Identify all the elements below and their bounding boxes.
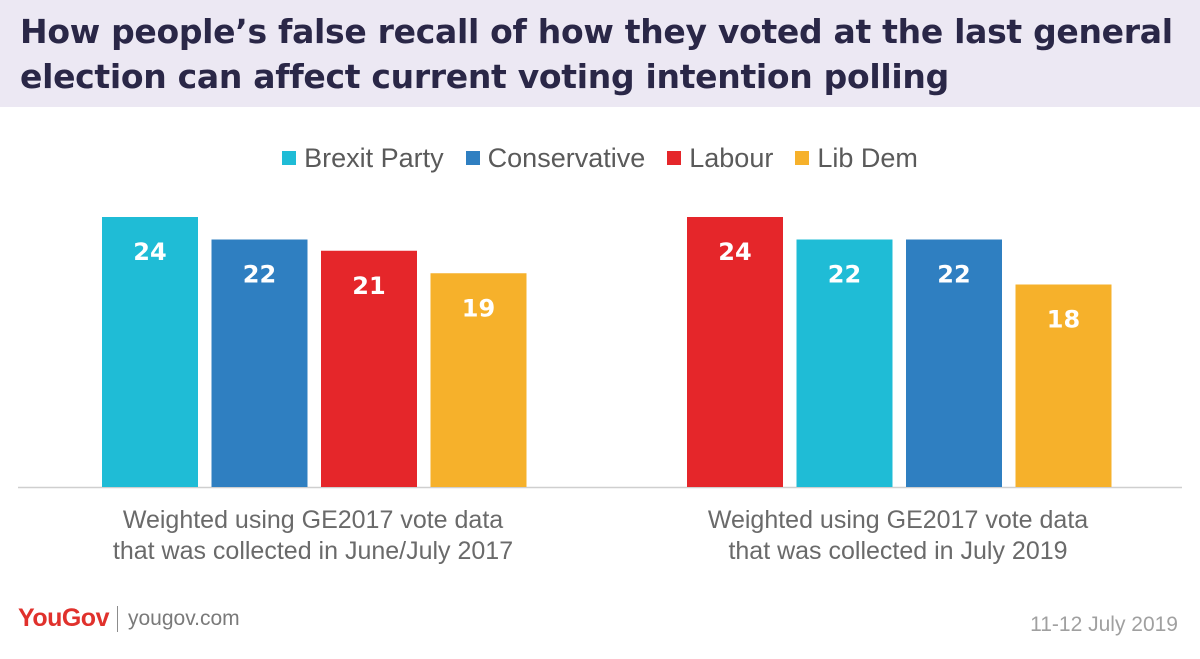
data-label-1-conservative: 22 bbox=[243, 261, 276, 289]
data-label-2-conservative: 22 bbox=[937, 261, 970, 289]
group-label-2017-line-1: Weighted using GE2017 vote data bbox=[122, 506, 504, 534]
legend-label-lib-dem: Lib Dem bbox=[817, 142, 918, 173]
legend-item-labour: Labour bbox=[667, 143, 773, 174]
data-label-2-brexit-party: 22 bbox=[828, 261, 861, 289]
site-url: yougov.com bbox=[127, 606, 240, 630]
legend-swatch-labour bbox=[667, 151, 682, 165]
bar-2-lib-dem bbox=[1015, 284, 1112, 487]
fieldwork-date: 11-12 July 2019 bbox=[1030, 613, 1178, 636]
title-band bbox=[0, 0, 1200, 107]
data-label-2-lib-dem: 18 bbox=[1047, 306, 1080, 334]
legend-label-conservative: Conservative bbox=[487, 142, 646, 173]
legend-swatch-conservative bbox=[465, 151, 480, 165]
group-label-2019-line-2: that was collected in July 2019 bbox=[728, 537, 1068, 565]
group-label-2017-line-2: that was collected in June/July 2017 bbox=[112, 537, 514, 565]
group-label-2019: Weighted using GE2017 vote data that was… bbox=[638, 505, 1158, 567]
legend-swatch-lib-dem bbox=[795, 151, 810, 165]
chart-title: How people’s false recall of how they vo… bbox=[20, 12, 1173, 96]
legend-label-brexit-party: Brexit Party bbox=[304, 142, 444, 173]
bar-2-conservative bbox=[906, 239, 1002, 487]
data-label-1-labour: 21 bbox=[352, 272, 385, 300]
group-label-2017: Weighted using GE2017 vote data that was… bbox=[53, 505, 573, 567]
brand: YouGov yougov.com bbox=[18, 604, 240, 633]
legend-item-lib-dem: Lib Dem bbox=[795, 143, 918, 174]
bar-chart: 24 22 21 19 24 22 22 18 bbox=[18, 217, 1182, 489]
brand-divider bbox=[116, 605, 118, 632]
legend-label-labour: Labour bbox=[689, 142, 774, 173]
group-label-2019-line-1: Weighted using GE2017 vote data bbox=[707, 506, 1089, 534]
bar-2-brexit-party bbox=[796, 239, 893, 487]
legend: Brexit Party Conservative Labour Lib Dem bbox=[0, 138, 1200, 178]
bar-2-labour bbox=[687, 217, 783, 487]
data-label-1-brexit-party: 24 bbox=[133, 238, 166, 266]
bar-1-lib-dem bbox=[430, 273, 527, 487]
bar-1-brexit-party bbox=[102, 217, 198, 487]
data-label-2-labour: 24 bbox=[718, 238, 751, 266]
bar-1-conservative bbox=[211, 239, 308, 487]
legend-item-brexit-party: Brexit Party bbox=[282, 143, 444, 174]
legend-item-conservative: Conservative bbox=[465, 142, 646, 174]
data-label-1-lib-dem: 19 bbox=[462, 294, 495, 322]
yougov-logo: YouGov bbox=[18, 604, 109, 632]
bar-1-labour bbox=[321, 250, 417, 487]
legend-swatch-brexit-party bbox=[282, 151, 297, 165]
